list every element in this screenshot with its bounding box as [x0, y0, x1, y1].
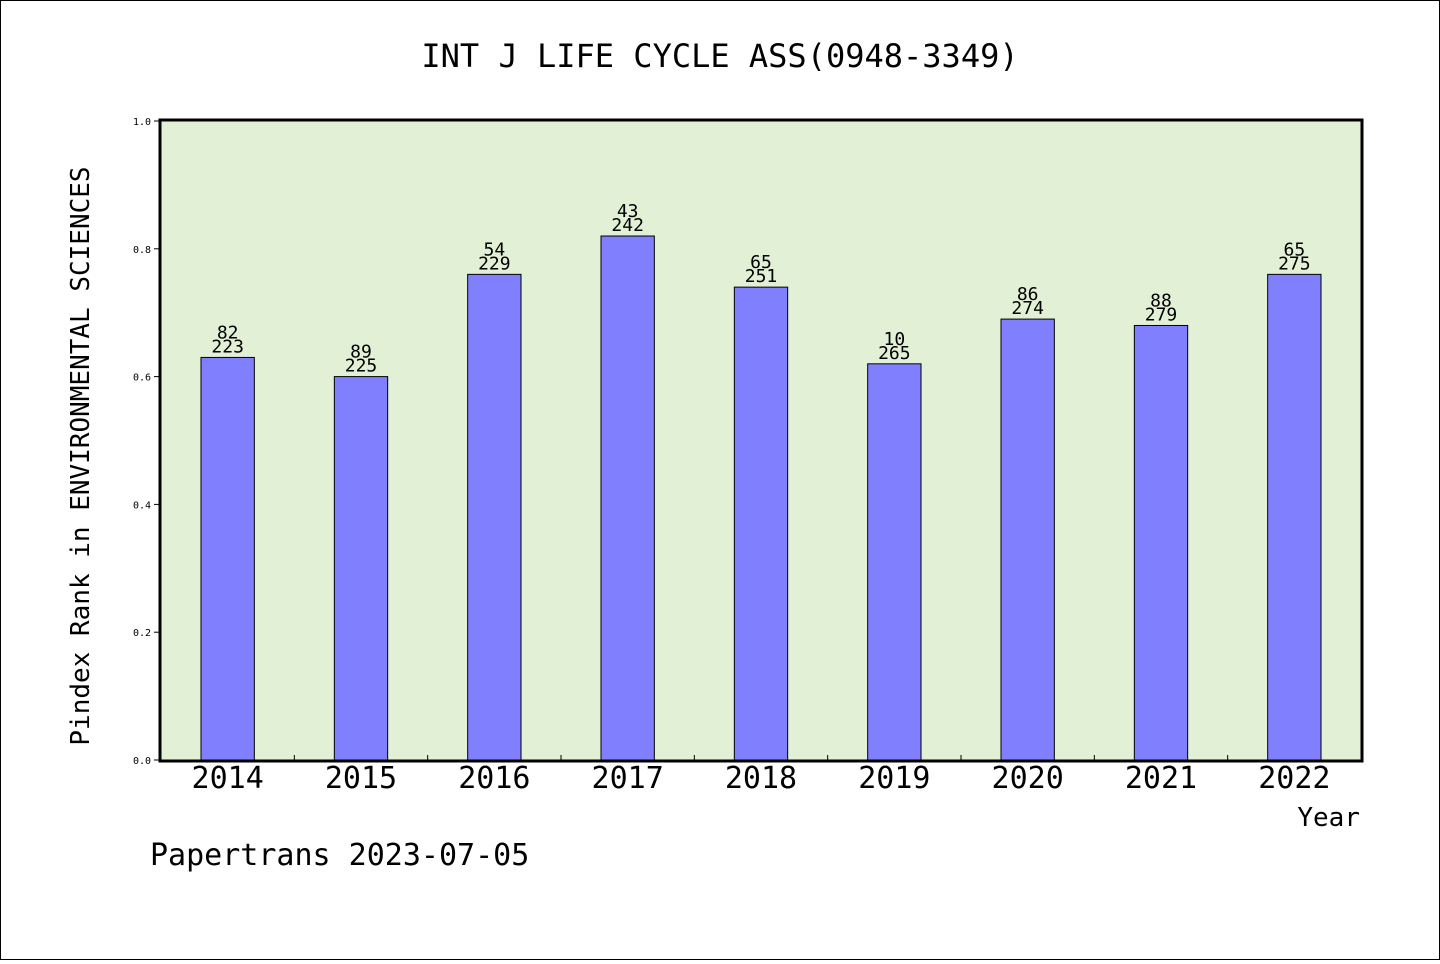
x-tick-label: 2020: [992, 761, 1064, 796]
bar-total-label: 229: [478, 253, 511, 274]
footer-credit: Papertrans 2023-07-05: [150, 838, 529, 873]
bars-group: [200, 235, 1322, 761]
y-axis-label: Pindex Rank in ENVIRONMENTAL SCIENCES: [66, 166, 96, 745]
bar-rank-label: 82: [217, 322, 239, 343]
y-axis: 0.0 0.2 0.4 0.6 0.8 1.0: [133, 117, 161, 767]
bar-total-label: 251: [745, 266, 778, 287]
y-tick-label: 0.4: [133, 500, 151, 511]
y-tick-label: 1.0: [133, 117, 151, 128]
x-tick-label: 2017: [592, 761, 664, 796]
bar-total-label: 275: [1278, 253, 1311, 274]
bar-total-label: 242: [611, 215, 644, 236]
bar-total-label: 223: [211, 336, 244, 357]
bar-rank-label: 86: [1017, 284, 1039, 305]
bar-rank-label: 88: [1150, 290, 1172, 311]
bar-total-label: 279: [1145, 304, 1178, 325]
x-tick-label: 2021: [1125, 761, 1197, 796]
bar-rank-label: 65: [1283, 239, 1305, 260]
bar-rank-label: 43: [617, 201, 639, 222]
y-tick-label: 0.6: [133, 373, 151, 384]
y-tick-label: 0.8: [133, 245, 151, 256]
bar-2017: [600, 235, 655, 761]
bar-rank-label: 54: [483, 239, 505, 260]
bar-2016: [467, 273, 522, 761]
chart-title: INT J LIFE CYCLE ASS(0948-3349): [421, 37, 1018, 75]
bar-2018: [733, 286, 789, 761]
bar-rank-label: 65: [750, 252, 772, 273]
bar-total-label: 225: [345, 356, 378, 377]
bar-2020: [1000, 318, 1055, 761]
x-tick-label: 2022: [1258, 761, 1330, 796]
bar-2021: [1133, 324, 1189, 761]
x-tick-label: 2014: [192, 761, 264, 796]
x-tick-label: 2019: [858, 761, 930, 796]
bar-rank-label: 10: [883, 329, 905, 350]
bar-2022: [1267, 273, 1322, 761]
bar-2019: [867, 363, 922, 761]
y-tick-label: 0.0: [133, 756, 151, 767]
plot-border: [158, 118, 1364, 763]
bar-rank-label: 89: [350, 342, 372, 363]
bar-total-label: 274: [1011, 298, 1044, 319]
x-tick-label: 2015: [325, 761, 397, 796]
x-tick-label: 2016: [458, 761, 530, 796]
bar-total-label: 265: [878, 343, 911, 364]
bar-2015: [333, 376, 389, 761]
bar-2014: [200, 356, 255, 761]
x-axis-label: Year: [1297, 803, 1360, 833]
y-tick-label: 0.2: [133, 628, 151, 639]
x-axis: 2014 2015 2016 2017 2018 2019 2020 2021 2022: [192, 755, 1330, 796]
x-tick-label: 2018: [725, 761, 797, 796]
